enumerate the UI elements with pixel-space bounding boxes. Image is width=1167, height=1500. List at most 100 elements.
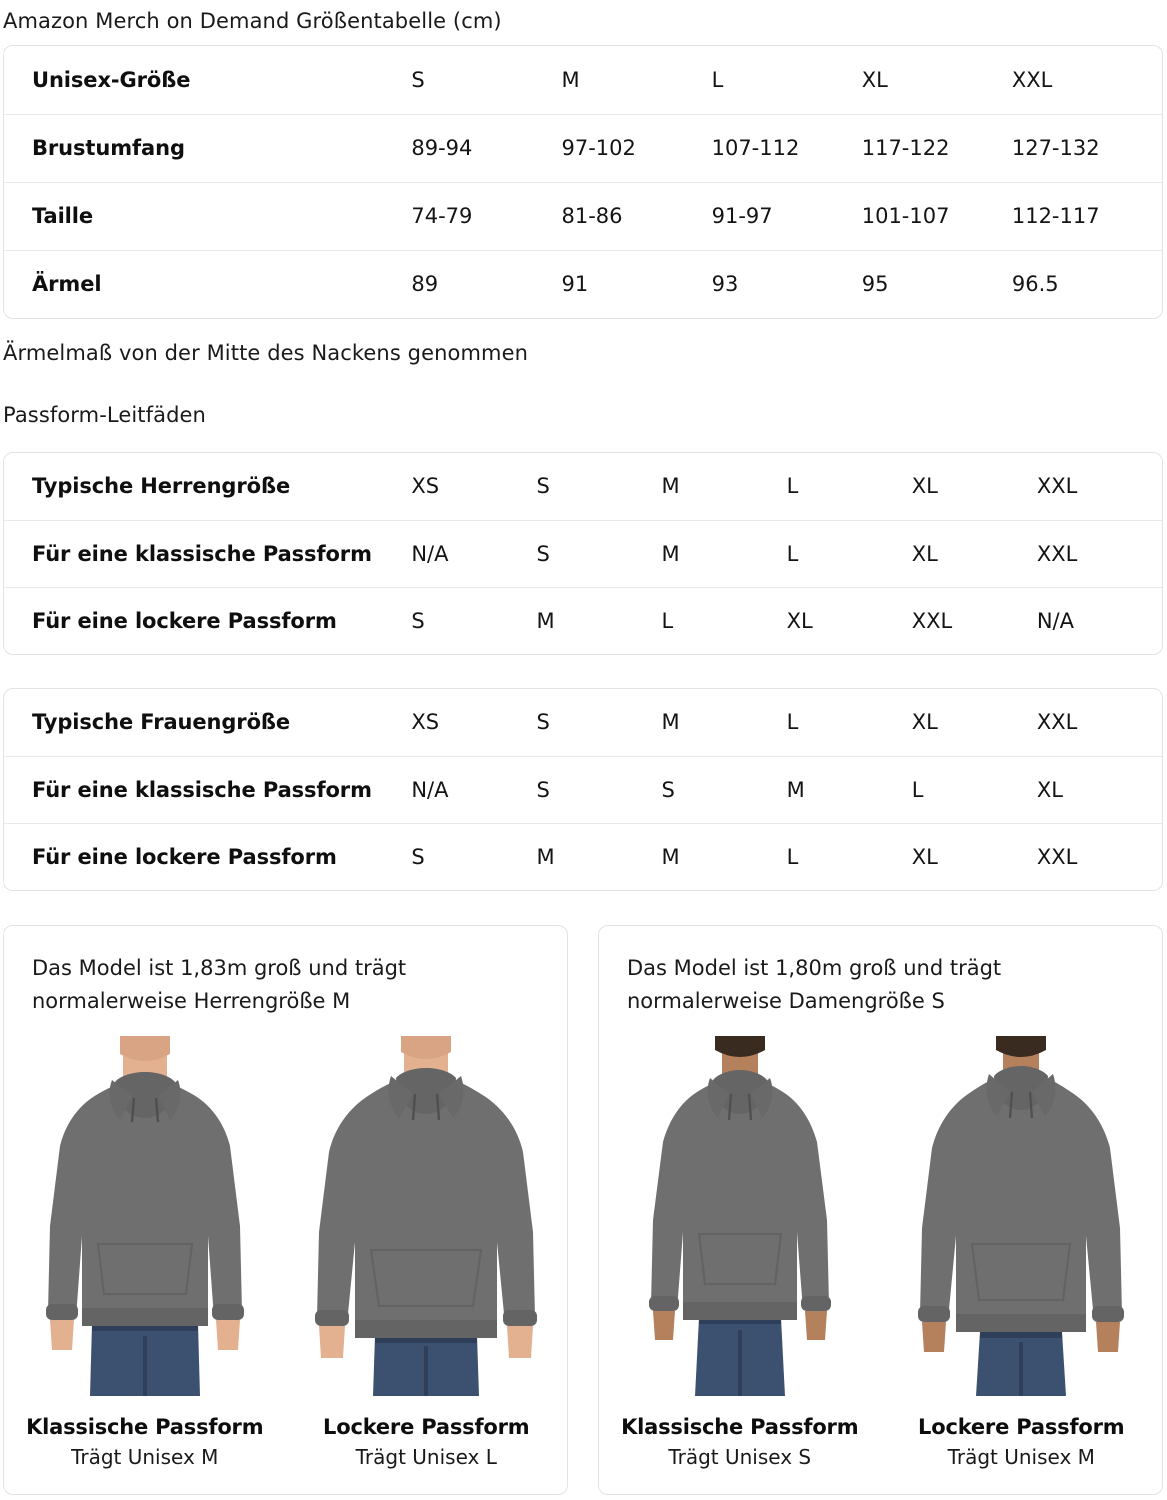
male-classic-fit-label-slot: Klassische Passform Trägt Unisex M [4, 1412, 286, 1472]
cell: XL [911, 474, 938, 499]
womens-labels-row: Klassische Passform Trägt Unisex S Locke… [599, 1412, 1162, 1472]
male-model-relaxed-fit-hoodie-slot [286, 1026, 568, 1396]
cell: M [661, 710, 680, 735]
cell: 97-102 [561, 113, 712, 182]
mens-models-card: Das Model ist 1,83m groß und trägt norma… [3, 925, 568, 1495]
cell: N/A [411, 755, 537, 823]
unisex-size-table-card: Unisex-Größe S M L XL XXL Brustumfang 89… [3, 45, 1163, 319]
cell: 107-112 [711, 113, 862, 182]
cell: XXL [911, 586, 1037, 654]
row-label: Ärmel [4, 249, 412, 318]
womens-model-caption: Das Model ist 1,80m groß und trägt norma… [627, 956, 1002, 1013]
cell: 117-122 [861, 113, 1012, 182]
fit-label: Klassische Passform [621, 1415, 859, 1439]
row-label: Für eine lockere Passform [4, 822, 412, 890]
row-label: Brustumfang [4, 113, 412, 182]
table-row: Ärmel 89 91 93 95 96.5 [4, 249, 1162, 318]
cell: 101-107 [861, 181, 1012, 250]
cell: S [661, 755, 787, 823]
cell: M [536, 586, 662, 654]
wears-label: Trägt Unisex S [668, 1445, 812, 1469]
cell: 81-86 [561, 181, 712, 250]
cell: XL [861, 67, 888, 92]
table-row: Für eine klassische Passform N/A S M L X… [4, 519, 1162, 587]
cell: XL [911, 519, 1037, 587]
cell: 89 [411, 249, 562, 318]
cell: XXL [1036, 474, 1078, 499]
female-model-relaxed-fit-hoodie-icon [918, 1036, 1125, 1396]
table-row: Für eine lockere Passform S M M L XL XXL [4, 822, 1162, 890]
cell: L [786, 474, 799, 499]
cell: S [536, 710, 550, 735]
wears-label: Trägt Unisex L [355, 1445, 497, 1469]
row-label: Für eine klassische Passform [4, 519, 412, 587]
mens-labels-row: Klassische Passform Trägt Unisex M Locke… [4, 1412, 567, 1472]
wears-label: Trägt Unisex M [947, 1445, 1095, 1469]
cell: XXL [1036, 519, 1162, 587]
cell: 91-97 [711, 181, 862, 250]
male-model-classic-fit-hoodie-icon [45, 1036, 244, 1396]
table-row: Typische Herrengröße XS S M L XL XXL [4, 453, 1162, 520]
female-model-relaxed-fit-hoodie-slot [881, 1026, 1163, 1396]
fit-label: Klassische Passform [26, 1415, 264, 1439]
sleeve-measurement-note: Ärmelmaß von der Mitte des Nackens genom… [3, 341, 529, 365]
fit-guides-heading: Passform-Leitfäden [3, 403, 206, 427]
cell: M [536, 822, 662, 890]
row-label: Taille [4, 181, 412, 250]
row-label: Für eine klassische Passform [4, 755, 412, 823]
table-row: Brustumfang 89-94 97-102 107-112 117-122… [4, 113, 1162, 182]
cell: M [661, 474, 680, 499]
cell: 89-94 [411, 113, 562, 182]
cell: XL [911, 710, 938, 735]
cell: XL [1036, 755, 1162, 823]
cell: 91 [561, 249, 712, 318]
cell: L [661, 586, 787, 654]
female-relaxed-fit-label-slot: Lockere Passform Trägt Unisex M [881, 1412, 1163, 1472]
cell: XXL [1036, 822, 1162, 890]
mens-model-caption: Das Model ist 1,83m groß und trägt norma… [32, 956, 407, 1013]
female-classic-fit-label-slot: Klassische Passform Trägt Unisex S [599, 1412, 881, 1472]
table-row: Typische Frauengröße XS S M L XL XXL [4, 689, 1162, 756]
wears-label: Trägt Unisex M [71, 1445, 219, 1469]
cell: 93 [711, 249, 862, 318]
cell: L [711, 67, 724, 92]
row-label: Unisex-Größe [32, 67, 191, 92]
male-model-classic-fit-hoodie-slot [4, 1026, 286, 1396]
cell: 74-79 [411, 181, 562, 250]
womens-fit-table: Typische Frauengröße XS S M L XL XXL Für… [4, 689, 1162, 890]
cell: XXL [1036, 710, 1078, 735]
cell: 96.5 [1011, 249, 1162, 318]
fit-label: Lockere Passform [918, 1415, 1125, 1439]
male-relaxed-fit-label-slot: Lockere Passform Trägt Unisex L [286, 1412, 568, 1472]
cell: L [786, 710, 799, 735]
cell: S [411, 67, 425, 92]
cell: XXL [1011, 67, 1053, 92]
womens-models-card: Das Model ist 1,80m groß und trägt norma… [598, 925, 1163, 1495]
cell: M [786, 755, 912, 823]
cell: S [411, 822, 537, 890]
cell: M [561, 67, 580, 92]
cell: S [536, 755, 662, 823]
cell: S [536, 474, 550, 499]
table-row: Unisex-Größe S M L XL XXL [4, 46, 1162, 114]
female-model-classic-fit-hoodie-slot [599, 1026, 881, 1396]
mens-figure-row [4, 1026, 567, 1396]
table-row: Für eine lockere Passform S M L XL XXL N… [4, 586, 1162, 654]
row-label: Typische Herrengröße [32, 474, 291, 499]
cell: L [911, 755, 1037, 823]
cell: M [661, 519, 787, 587]
womens-fit-table-card: Typische Frauengröße XS S M L XL XXL Für… [3, 688, 1163, 891]
unisex-size-table: Unisex-Größe S M L XL XXL Brustumfang 89… [4, 46, 1162, 318]
cell: L [786, 519, 912, 587]
female-model-classic-fit-hoodie-icon [648, 1036, 831, 1396]
cell: M [661, 822, 787, 890]
row-label: Typische Frauengröße [32, 710, 291, 735]
cell: N/A [411, 519, 537, 587]
fit-label: Lockere Passform [323, 1415, 530, 1439]
mens-fit-table: Typische Herrengröße XS S M L XL XXL Für… [4, 453, 1162, 654]
cell: L [786, 822, 912, 890]
cell: XL [911, 822, 1037, 890]
table-row: Taille 74-79 81-86 91-97 101-107 112-117 [4, 181, 1162, 250]
cell: XS [411, 474, 440, 499]
